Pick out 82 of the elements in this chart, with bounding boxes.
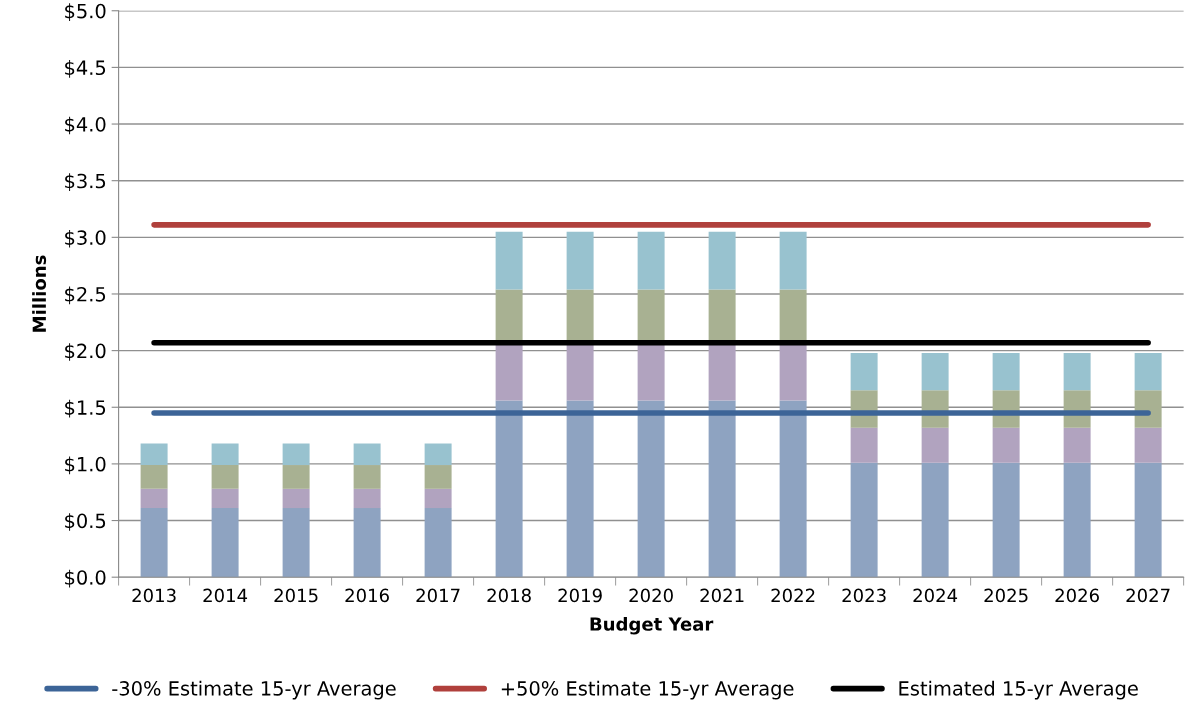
x-tick-label: 2021 [700,588,744,603]
bar [140,443,168,466]
bar [353,465,381,489]
bar [1134,352,1162,391]
legend-label: Estimated 15-yr Average [899,680,1138,700]
x-tick-label: 2013 [132,588,176,603]
bar [495,400,523,578]
bar [566,231,594,290]
bar [779,231,807,290]
legend-label: +50% Estimate 15-yr Average [501,680,794,700]
x-tick-label: 2025 [984,588,1028,603]
bar [779,400,807,578]
bar [140,465,168,489]
bar [921,462,949,578]
x-tick-label: 2018 [487,588,531,603]
bar [211,443,239,466]
bar [637,231,665,290]
x-tick-label: 2017 [416,588,460,603]
y-tick-label: $0.5 [65,513,106,531]
x-tick-label: 2024 [913,588,958,603]
bar [424,488,452,509]
bar [992,462,1020,578]
bar [282,508,310,578]
x-tick-label: 2014 [203,588,248,603]
bar [353,508,381,578]
y-axis-title: Millions [32,255,47,332]
bar [779,344,807,401]
bar [282,488,310,509]
y-tick-label: $5.0 [65,3,106,21]
bar [424,465,452,489]
bar [708,400,736,578]
bar [850,427,878,463]
bar [992,352,1020,391]
y-tick-label: $2.5 [65,286,106,305]
x-tick-label: 2020 [629,588,673,603]
x-tick-label: 2022 [771,588,815,603]
bar [1063,427,1091,463]
bar [211,488,239,509]
bar [1134,390,1162,428]
bar [708,344,736,401]
bar [921,427,949,463]
bar [1063,462,1091,578]
bar [850,352,878,391]
bar [211,465,239,489]
x-tick-label: 2026 [1055,588,1099,603]
bar [921,352,949,391]
bar [424,508,452,578]
y-tick-label: $3.5 [65,173,106,191]
legend-label: -30% Estimate 15-yr Average [112,680,396,700]
x-tick-label: 2023 [842,588,886,603]
x-tick-label: 2015 [274,588,318,603]
bar [992,427,1020,463]
x-axis-title: Budget Year [590,616,714,635]
bar [1134,427,1162,463]
x-tick-label: 2016 [345,588,389,603]
y-tick-label: $0.0 [65,569,106,588]
bar [566,344,594,401]
bar [850,462,878,578]
x-tick-label: 2019 [558,588,602,603]
bar [353,488,381,509]
y-tick-label: $1.5 [65,399,106,418]
bar [140,488,168,509]
bar [211,508,239,578]
bar [495,344,523,401]
bar [282,465,310,489]
bar [353,443,381,466]
y-tick-label: $1.0 [65,456,106,475]
bar [140,508,168,578]
bar [708,231,736,290]
bar [1134,462,1162,578]
bar [637,344,665,401]
x-tick-label: 2027 [1126,588,1170,603]
bar [637,400,665,578]
bar [566,400,594,578]
y-tick-label: $2.0 [65,343,106,361]
bar [424,443,452,466]
bar [495,231,523,290]
y-tick-label: $4.0 [65,116,106,135]
y-tick-label: $4.5 [65,60,106,78]
bar [282,443,310,466]
bar [1063,352,1091,391]
y-tick-label: $3.0 [65,229,106,248]
